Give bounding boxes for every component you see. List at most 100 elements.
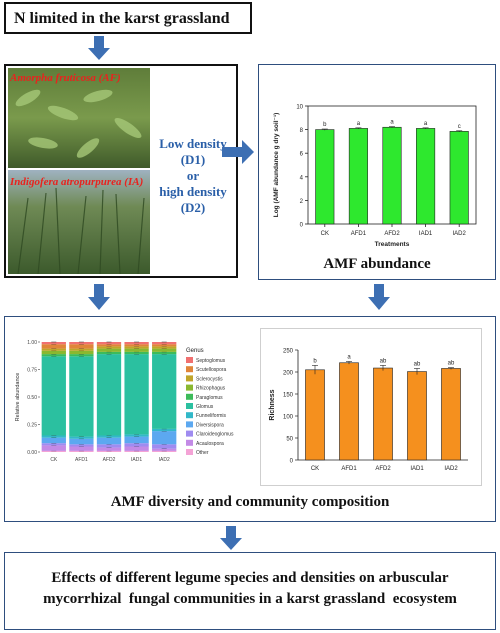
y-tick-label: 4	[300, 175, 304, 181]
conclusion-line-2: mycorrhizal fungal communities in a kars…	[43, 591, 457, 607]
y-axis-label: Richness	[269, 389, 276, 420]
x-tick-label: AFD1	[341, 466, 357, 472]
plant-photos	[8, 68, 150, 274]
stacked-segment	[96, 346, 122, 349]
y-tick-label: 0	[300, 223, 304, 229]
x-tick-label: AFD2	[103, 457, 116, 463]
stacked-segment	[124, 446, 149, 451]
significance-letter: a	[390, 120, 394, 126]
significance-letter: b	[323, 122, 327, 128]
abundance-chart: 0 2 4 6 8 10 b CK a AFD1 a AFD2 a IAD1 c IAD2 Treatments…	[273, 105, 477, 248]
y-tick-label: 250	[283, 349, 294, 355]
composition-chart: 0.00 0.25 0.50 0.75 1.00 CK AFD1 AFD2 IAD1 IAD2 Re…	[15, 340, 234, 463]
stacked-segment	[96, 354, 122, 436]
stacked-segment	[152, 428, 177, 432]
stacked-segment	[152, 444, 177, 449]
stacked-segment	[41, 437, 66, 444]
legend-label: Rhizophagus	[196, 386, 226, 392]
y-tick-label: 2	[300, 199, 304, 205]
density-line-3: or	[186, 168, 200, 183]
density-line-4: high density	[159, 184, 227, 199]
stacked-segment	[124, 348, 149, 352]
stacked-segment	[41, 354, 66, 357]
y-tick-label: 0.00	[27, 450, 37, 456]
stacked-segment	[41, 356, 66, 436]
bar	[382, 126, 402, 225]
stacked-segment	[152, 348, 177, 352]
stacked-segment	[152, 448, 177, 451]
stacked-segment	[96, 351, 122, 355]
x-tick-label: IAD1	[419, 231, 433, 237]
bar	[407, 371, 427, 461]
arrow-down-icon	[220, 526, 242, 550]
stacked-segment	[96, 435, 122, 438]
x-tick-label: IAD1	[131, 457, 142, 463]
legend-label: Sclerocystis	[196, 376, 223, 382]
legend-swatch	[186, 366, 193, 373]
stacked-segment	[69, 438, 94, 445]
significance-letter: c	[458, 124, 461, 130]
x-tick-label: IAD2	[453, 231, 467, 237]
diversity-caption: AMF diversity and community composition	[110, 494, 390, 510]
stacked-segment	[69, 348, 94, 351]
legend-swatch	[186, 375, 193, 382]
bar	[348, 128, 368, 225]
significance-letter: ab	[414, 361, 421, 367]
arrow-down-icon	[368, 284, 390, 310]
stacked-segment	[69, 444, 94, 447]
photo-label-ia: Indigofera atropurpurea (IA)	[10, 176, 144, 188]
stacked-segment	[96, 342, 122, 345]
legend-swatch	[186, 430, 193, 437]
stacked-segment	[69, 446, 94, 451]
legend-swatch	[186, 393, 193, 400]
stacked-segment	[69, 436, 94, 439]
y-tick-label: 8	[300, 128, 304, 134]
stacked-segment	[69, 356, 94, 437]
arrow-down-icon	[88, 284, 110, 310]
legend-label: Acaulospora	[196, 441, 224, 447]
x-tick-label: IAD2	[444, 466, 458, 472]
stacked-segment	[41, 445, 66, 451]
stacked-segment	[124, 344, 149, 347]
photo-label-af: Amorpha fruticosa (AF)	[10, 72, 121, 84]
y-tick-label: 100	[283, 415, 294, 421]
x-tick-label: IAD2	[159, 457, 170, 463]
arrow-right-icon	[222, 140, 254, 164]
stacked-segment	[152, 450, 177, 452]
legend-label: Diversispora	[196, 422, 224, 428]
y-tick-label: 0.75	[27, 368, 37, 374]
stacked-segment	[96, 344, 122, 347]
arrow-down-icon	[88, 36, 110, 60]
y-tick-label: 0.25	[27, 423, 37, 429]
bar	[416, 128, 436, 225]
legend-label: Septoglomus	[196, 358, 226, 364]
stacked-segment	[124, 342, 149, 345]
legend-swatch	[186, 412, 193, 419]
stacked-segment	[96, 444, 122, 448]
y-tick-label: 10	[296, 105, 303, 111]
bar	[373, 367, 393, 461]
y-tick-label: 200	[283, 371, 294, 377]
significance-letter: a	[347, 354, 351, 360]
x-axis-label: Treatments	[375, 241, 410, 248]
bar	[441, 368, 461, 461]
stacked-segment	[96, 447, 122, 451]
bar	[339, 362, 359, 461]
stacked-segment	[69, 344, 94, 349]
significance-letter: a	[357, 121, 361, 127]
stacked-segment	[96, 437, 122, 445]
legend-label: Paraglomus	[196, 395, 223, 401]
density-line-2: (D1)	[180, 152, 206, 167]
stacked-segment	[152, 354, 177, 429]
stacked-segment	[96, 348, 122, 352]
bar	[449, 131, 469, 225]
legend-label: Scutellospora	[196, 367, 227, 373]
y-axis-label: Relative abundance	[15, 373, 21, 422]
legend-swatch	[186, 384, 193, 391]
y-tick-label: 150	[283, 393, 294, 399]
richness-chart: 0 50 100 150 200 250 b CK a AFD1 ab AFD2 ab IAD1 ab IAD…	[269, 349, 468, 472]
legend-swatch	[186, 421, 193, 428]
stacked-segment	[41, 344, 66, 349]
density-text: Low density (D1) or high density (D2)	[150, 136, 236, 216]
stacked-segment	[124, 443, 149, 447]
